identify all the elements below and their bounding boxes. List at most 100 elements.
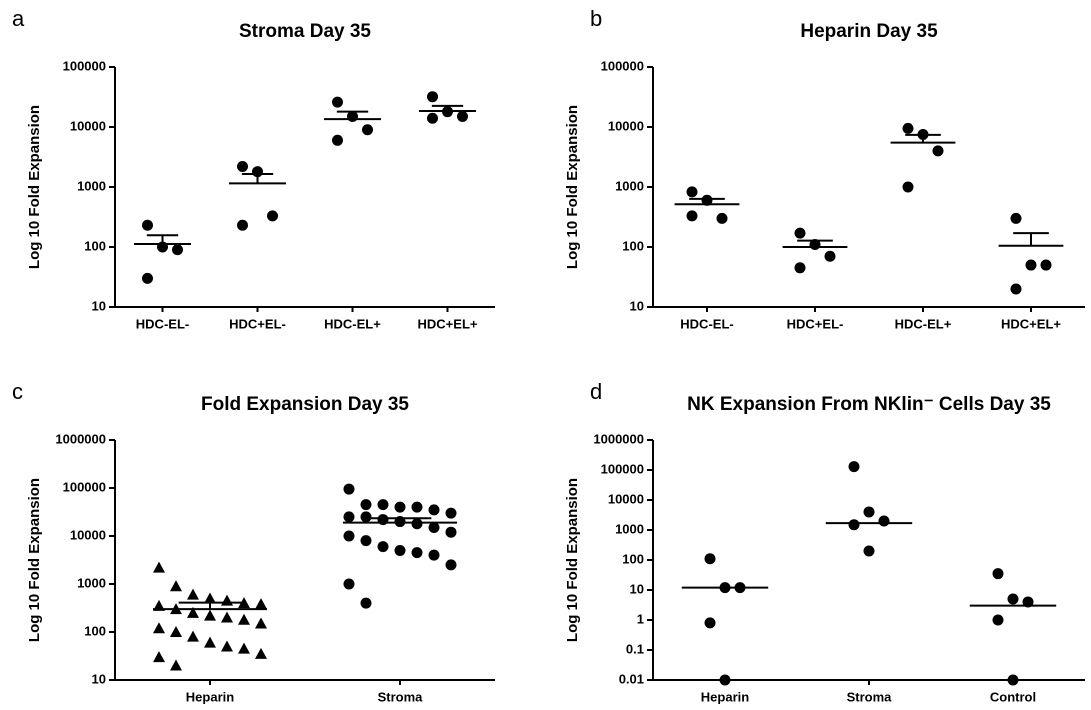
y-tick-label: 1000 — [77, 575, 106, 590]
x-tick-label: Stroma — [378, 689, 424, 704]
data-point — [187, 588, 199, 600]
y-tick-label: 100000 — [601, 461, 644, 476]
y-axis-label: Log 10 Fold Expansion — [26, 478, 43, 642]
y-tick-label: 100 — [622, 551, 644, 566]
data-point — [1007, 593, 1019, 605]
y-tick-label: 1000000 — [55, 431, 106, 446]
data-point — [992, 614, 1004, 626]
data-point — [360, 499, 372, 511]
data-point — [221, 594, 233, 606]
data-point — [445, 526, 457, 538]
data-point — [427, 91, 438, 103]
y-tick-label: 100 — [84, 238, 106, 253]
data-point — [824, 250, 836, 262]
x-tick-label: HDC+EL- — [787, 316, 844, 331]
data-point — [204, 636, 216, 648]
data-point — [187, 606, 199, 618]
x-tick-label: Heparin — [701, 689, 749, 704]
data-point — [172, 244, 183, 256]
data-point — [1025, 259, 1037, 271]
data-point — [457, 110, 468, 122]
data-point — [187, 630, 199, 642]
x-tick-label: HDC-EL+ — [324, 316, 381, 331]
data-point — [221, 640, 233, 652]
y-tick-label: 100 — [84, 623, 106, 638]
data-point — [686, 186, 698, 198]
data-point — [238, 597, 250, 609]
data-point — [411, 518, 423, 530]
data-point — [204, 592, 216, 604]
data-point — [153, 651, 165, 663]
y-tick-label: 10000 — [70, 118, 106, 133]
chart-title: Fold Expansion Day 35 — [201, 394, 409, 415]
chart-title: Stroma Day 35 — [239, 21, 371, 42]
data-point — [238, 642, 250, 654]
data-point — [170, 626, 182, 637]
data-point — [427, 112, 438, 124]
x-tick-label: HDC-EL- — [136, 316, 189, 331]
y-tick-label: 1000 — [615, 521, 644, 536]
data-point — [362, 124, 373, 136]
y-tick-label: 100 — [622, 238, 644, 253]
data-point — [255, 617, 267, 629]
x-tick-label: Control — [990, 689, 1036, 704]
data-point — [237, 219, 248, 231]
data-point — [377, 499, 389, 511]
y-tick-label: 100000 — [601, 58, 644, 73]
data-point — [153, 561, 165, 573]
data-point — [142, 272, 153, 284]
data-point — [1010, 212, 1022, 224]
data-point — [932, 145, 944, 157]
data-point — [1010, 283, 1022, 295]
y-axis-label: Log 10 Fold Expansion — [26, 105, 43, 269]
data-point — [332, 134, 343, 146]
data-point — [343, 578, 355, 590]
y-tick-label: 10 — [630, 581, 644, 596]
y-axis-label: Log 10 Fold Expansion — [564, 105, 581, 269]
data-point — [267, 210, 278, 222]
y-tick-label: 1000000 — [593, 431, 644, 446]
y-tick-label: 10000 — [608, 118, 644, 133]
panel-label: d — [590, 379, 602, 404]
data-point — [848, 519, 860, 531]
y-axis-label: Log 10 Fold Expansion — [564, 478, 581, 642]
data-point — [170, 659, 182, 671]
data-point — [716, 212, 728, 224]
data-point — [142, 219, 153, 231]
data-point — [360, 511, 372, 523]
data-point — [360, 535, 372, 547]
y-tick-label: 10000 — [70, 527, 106, 542]
y-tick-label: 1000 — [77, 178, 106, 193]
data-point — [394, 501, 406, 513]
data-point — [255, 598, 267, 610]
data-point — [1040, 259, 1052, 271]
y-tick-label: 10 — [630, 298, 644, 313]
x-tick-label: Stroma — [847, 689, 893, 704]
data-point — [411, 547, 423, 559]
data-point — [704, 617, 716, 629]
data-point — [1007, 674, 1019, 686]
data-point — [686, 210, 698, 222]
y-tick-label: 0.01 — [619, 671, 644, 686]
data-point — [343, 483, 355, 495]
y-tick-label: 10 — [92, 671, 106, 686]
x-tick-label: HDC-EL- — [680, 316, 733, 331]
data-point — [255, 647, 267, 659]
data-point — [360, 597, 372, 609]
data-point — [794, 262, 806, 274]
y-tick-label: 1 — [637, 611, 644, 626]
data-point — [411, 501, 423, 513]
data-point — [863, 506, 875, 518]
y-tick-label: 100000 — [63, 58, 106, 73]
data-point — [902, 122, 914, 134]
panel-label: a — [12, 6, 25, 31]
data-point — [992, 568, 1004, 580]
chart-title: Heparin Day 35 — [800, 21, 938, 42]
y-tick-label: 10 — [92, 298, 106, 313]
x-tick-label: HDC+EL- — [229, 316, 286, 331]
data-point — [153, 622, 165, 634]
x-tick-label: HDC-EL+ — [895, 316, 952, 331]
data-point — [719, 674, 731, 686]
data-point — [428, 522, 440, 534]
